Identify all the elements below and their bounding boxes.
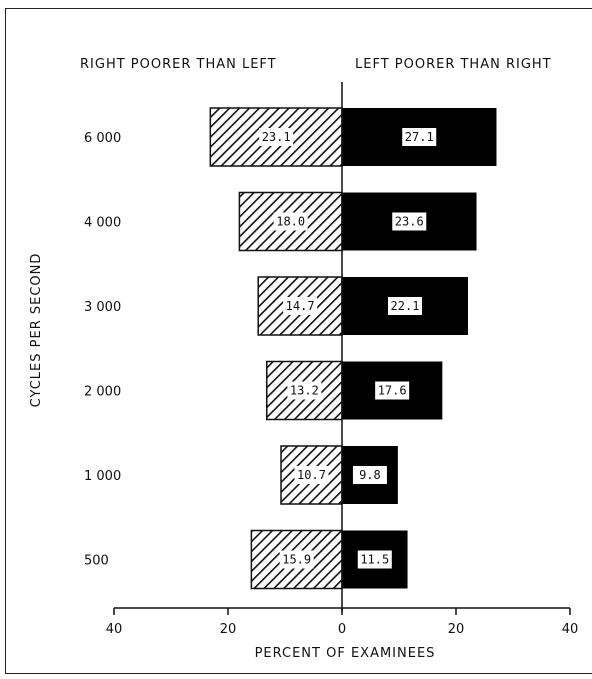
y-axis-label: CYCLES PER SECOND (29, 253, 44, 408)
bar-label-bg-right-3000 (387, 297, 422, 315)
y-tick-label-2000: 2 000 (84, 385, 121, 400)
bar-label-bg-left-2000 (287, 381, 322, 400)
bar-label-bg-right-4000 (392, 212, 427, 231)
bar-label-bg-right-500 (357, 550, 392, 569)
legend-left-label: RIGHT POORER THAN LEFT (80, 57, 277, 72)
bar-label-bg-left-6000 (259, 128, 294, 146)
bar-label-right-1000: 9.8 (359, 468, 381, 482)
bar-label-left-1000: 10.7 (297, 468, 326, 482)
x-tick-label-4: 40 (562, 622, 579, 637)
chart-frame (5, 8, 592, 674)
y-tick-label-500: 500 (84, 554, 109, 569)
bar-label-bg-left-3000 (283, 297, 318, 315)
y-tick-label-4000: 4 000 (84, 216, 121, 231)
y-tick-label-6000: 6 000 (84, 131, 121, 146)
bar-label-bg-left-4000 (273, 212, 308, 231)
bar-label-bg-right-6000 (402, 128, 437, 146)
x-tick-label-1: 20 (220, 622, 237, 637)
bar-label-right-6000: 27.1 (405, 130, 434, 144)
x-tick-label-2: 0 (338, 622, 346, 637)
x-tick-label-3: 20 (448, 622, 465, 637)
bar-label-left-3000: 14.7 (286, 299, 315, 313)
bar-label-left-6000: 23.1 (262, 130, 291, 144)
y-tick-label-3000: 3 000 (84, 300, 121, 315)
bar-label-left-4000: 18.0 (276, 215, 305, 229)
bar-label-bg-left-500 (279, 550, 314, 569)
bar-label-bg-right-1000 (352, 466, 387, 484)
bar-label-right-500: 11.5 (360, 553, 389, 567)
bar-label-bg-left-1000 (294, 466, 329, 484)
bar-label-right-3000: 22.1 (391, 299, 420, 313)
bar-label-left-500: 15.9 (282, 553, 311, 567)
x-tick-label-0: 40 (106, 622, 123, 637)
y-tick-label-1000: 1 000 (84, 469, 121, 484)
bar-label-bg-right-2000 (375, 381, 410, 400)
bar-label-right-4000: 23.6 (395, 215, 424, 229)
x-axis-label: PERCENT OF EXAMINEES (255, 646, 436, 661)
bar-label-left-2000: 13.2 (290, 384, 319, 398)
bar-label-right-2000: 17.6 (378, 384, 407, 398)
legend-right-label: LEFT POORER THAN RIGHT (355, 57, 552, 72)
